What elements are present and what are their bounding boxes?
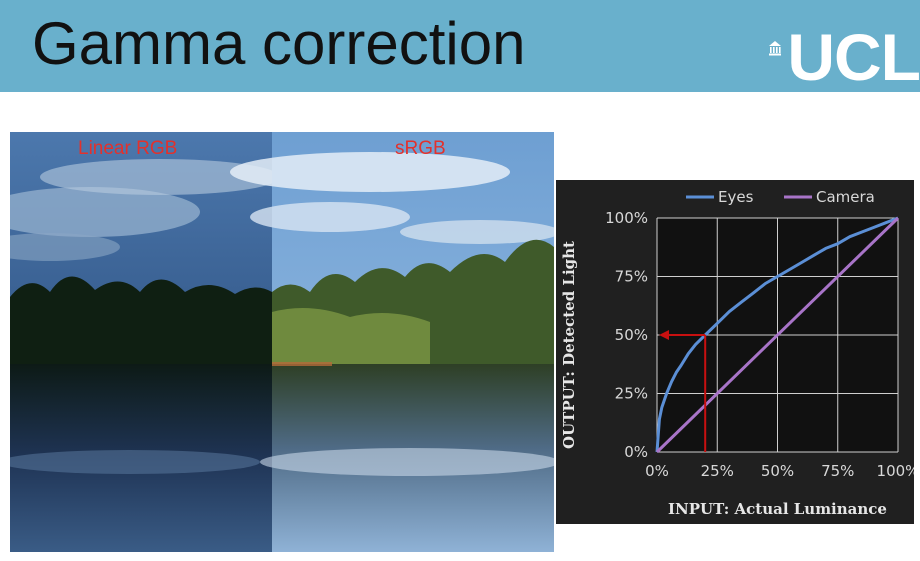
slide-title: Gamma correction — [32, 10, 526, 77]
annotation-arrowhead — [659, 330, 669, 340]
logo-wordmark: UCL — [787, 20, 920, 94]
y-tick-label: 75% — [615, 268, 648, 286]
y-tick-label: 50% — [615, 326, 648, 344]
legend-label-eyes: Eyes — [718, 188, 754, 206]
y-tick-label: 25% — [615, 385, 648, 403]
srgb-label: sRGB — [395, 138, 446, 159]
linear-rgb-label: Linear RGB — [78, 138, 178, 159]
x-axis-title: INPUT: Actual Luminance — [668, 500, 887, 518]
title-bar: Gamma correction UCL — [0, 0, 920, 92]
y-axis-title: OUTPUT: Detected Light — [560, 241, 578, 449]
y-tick-label: 0% — [624, 443, 648, 461]
series-line-camera — [655, 216, 900, 454]
gamma-chart-svg: 0%0% 25% 25% 50% 50% 75% 75% 100% 100% Eyes Camera… — [560, 188, 914, 518]
legend-label-camera: Camera — [816, 188, 875, 206]
y-tick-label: 100% — [605, 209, 648, 227]
gamma-chart: 0%0% 25% 25% 50% 50% 75% 75% 100% 100% Eyes Camera… — [556, 180, 914, 524]
x-tick-label: 0% — [645, 462, 669, 480]
x-tick-label: 75% — [821, 462, 854, 480]
x-tick-label: 50% — [761, 462, 794, 480]
x-tick-label: 25% — [701, 462, 734, 480]
series-line-eyes — [655, 216, 899, 453]
ucl-logo: UCL — [769, 20, 920, 94]
comparison-photo: Linear RGB sRGB — [10, 132, 554, 552]
portico-icon — [769, 41, 782, 56]
landscape-image — [10, 132, 554, 552]
x-tick-label: 100% — [877, 462, 914, 480]
